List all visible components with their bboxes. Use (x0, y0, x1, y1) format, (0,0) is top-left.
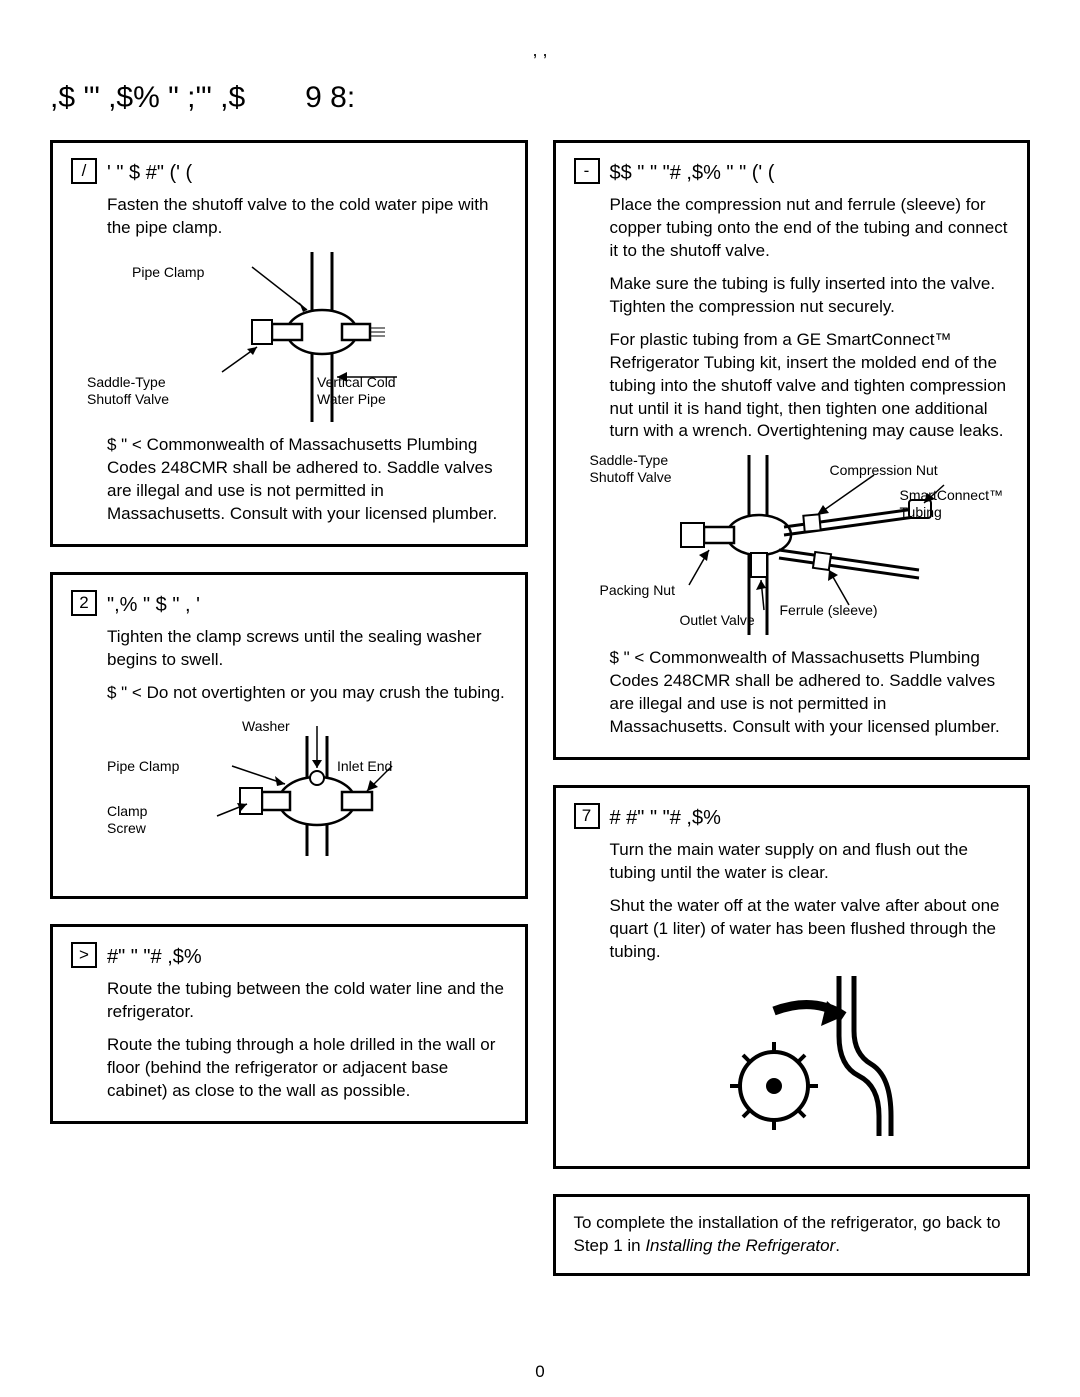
label-saddle: Saddle-Type Shutoff Valve (87, 374, 169, 408)
step-8-body1: Turn the main water supply on and flush … (610, 839, 1010, 885)
step-6-number: > (71, 942, 97, 968)
label-pipe-clamp: Pipe Clamp (132, 264, 204, 281)
step-7-note: $ " < Commonwealth of Massachusetts Plum… (610, 647, 1010, 739)
step-5-note: $ " < Do not overtighten or you may crus… (107, 682, 507, 705)
label-clamp-screw: Clamp Screw (107, 803, 147, 837)
step-6-body1: Route the tubing between the cold water … (107, 978, 507, 1024)
step-5-diagram (157, 716, 457, 866)
step-7-box: - $$ " " "# ,$% " " (' ( Place the compr… (553, 140, 1031, 760)
right-column: - $$ " " "# ,$% " " (' ( Place the compr… (553, 140, 1031, 1276)
step-4-box: / ' " $ #" (' ( Fasten the shutoff valve… (50, 140, 528, 547)
label-outlet: Outlet Valve (680, 612, 755, 629)
step-8-body2: Shut the water off at the water valve af… (610, 895, 1010, 964)
step-6-box: > #" " "# ,$% Route the tubing between t… (50, 924, 528, 1124)
label-inlet: Inlet End (337, 758, 392, 775)
label-compression: Compression Nut (830, 462, 938, 479)
step-4-note: $ " < Commonwealth of Massachusetts Plum… (107, 434, 507, 526)
step-7-number: - (574, 158, 600, 184)
final-box: To complete the installation of the refr… (553, 1194, 1031, 1276)
label-smart: SmartConnect™ Tubing (900, 487, 1003, 521)
label-packing: Packing Nut (600, 582, 675, 599)
label-ferrule: Ferrule (sleeve) (780, 602, 878, 619)
title-right: 9 8: (305, 81, 355, 115)
step-4-number: / (71, 158, 97, 184)
step-4-title: ' " $ #" (' ( (107, 158, 192, 186)
note-prefix: $ " < (107, 683, 142, 702)
step-8-number: 7 (574, 803, 600, 829)
step-7-body1: Place the compression nut and ferrule (s… (610, 194, 1010, 263)
label-saddle2: Saddle-Type Shutoff Valve (590, 452, 672, 486)
note-prefix: $ " < (610, 648, 645, 667)
step-4-body: Fasten the shutoff valve to the cold wat… (107, 194, 507, 240)
step-5-box: 2 ",% " $ " , ' Tighten the clamp screws… (50, 572, 528, 900)
note-text: Commonwealth of Massachusetts Plumbing C… (610, 648, 1000, 736)
step-7-body2: Make sure the tubing is fully inserted i… (610, 273, 1010, 319)
note-text: Commonwealth of Massachusetts Plumbing C… (107, 435, 497, 523)
step-5-body1: Tighten the clamp screws until the seali… (107, 626, 507, 672)
title-left: ,$ '" ,$% " ;'" ,$ (50, 81, 245, 115)
note-prefix: $ " < (107, 435, 142, 454)
label-washer: Washer (242, 718, 290, 735)
page-title: ,$ '" ,$% " ;'" ,$ 9 8: (50, 81, 1030, 115)
step-6-title: #" " "# ,$% (107, 942, 202, 970)
step-7-title: $$ " " "# ,$% " " (' ( (610, 158, 775, 186)
step-8-diagram (719, 976, 899, 1136)
step-5-title: ",% " $ " , ' (107, 590, 200, 618)
header-marks: , , (50, 40, 1030, 61)
left-column: / ' " $ #" (' ( Fasten the shutoff valve… (50, 140, 528, 1276)
final-text3: . (835, 1236, 840, 1255)
step-5-number: 2 (71, 590, 97, 616)
label-pipe-clamp2: Pipe Clamp (107, 758, 179, 775)
final-text2: Installing the Refrigerator (645, 1236, 835, 1255)
note-text: Do not overtighten or you may crush the … (147, 683, 505, 702)
step-8-box: 7 # #" " "# ,$% Turn the main water supp… (553, 785, 1031, 1169)
step-8-title: # #" " "# ,$% (610, 803, 721, 831)
step-7-body3: For plastic tubing from a GE SmartConnec… (610, 329, 1010, 444)
label-vertical: Vertical Cold Water Pipe (317, 374, 396, 408)
page-number: 0 (535, 1362, 544, 1382)
step-6-body2: Route the tubing through a hole drilled … (107, 1034, 507, 1103)
